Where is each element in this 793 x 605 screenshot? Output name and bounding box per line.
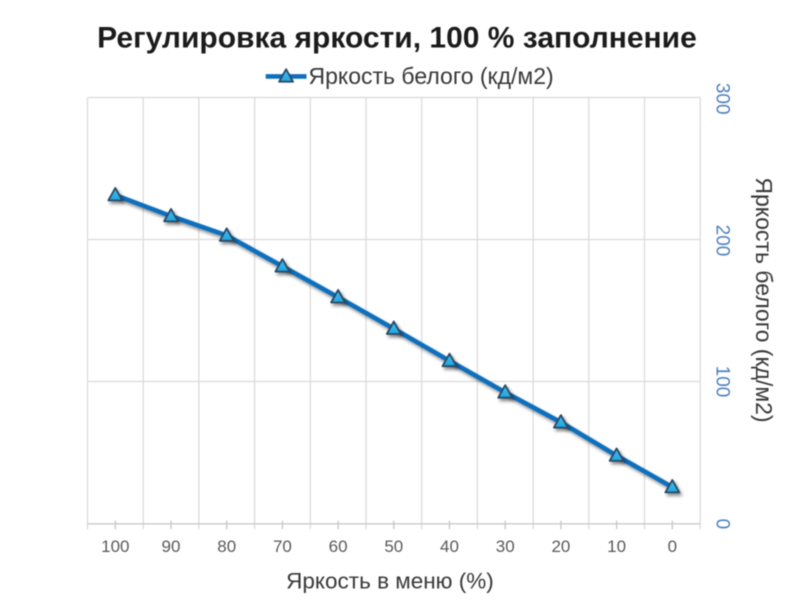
- svg-text:Яркость белого (кд/м2): Яркость белого (кд/м2): [751, 177, 777, 422]
- svg-text:200: 200: [711, 225, 732, 257]
- svg-text:100: 100: [711, 366, 732, 398]
- svg-text:60: 60: [329, 537, 348, 556]
- svg-text:20: 20: [551, 537, 570, 556]
- svg-text:100: 100: [101, 537, 129, 556]
- svg-text:90: 90: [162, 537, 181, 556]
- svg-text:Яркость в меню (%): Яркость в меню (%): [286, 569, 494, 594]
- svg-text:30: 30: [496, 537, 515, 556]
- svg-text:Яркость белого (кд/м2): Яркость белого (кд/м2): [309, 63, 554, 89]
- svg-text:70: 70: [273, 537, 292, 556]
- svg-text:80: 80: [217, 537, 236, 556]
- svg-text:300: 300: [711, 83, 732, 115]
- svg-text:0: 0: [668, 537, 677, 556]
- svg-text:50: 50: [384, 537, 403, 556]
- svg-text:0: 0: [711, 519, 732, 530]
- svg-text:40: 40: [440, 537, 459, 556]
- svg-text:Регулировка яркости, 100 % зап: Регулировка яркости, 100 % заполнение: [97, 22, 697, 55]
- svg-text:10: 10: [607, 537, 626, 556]
